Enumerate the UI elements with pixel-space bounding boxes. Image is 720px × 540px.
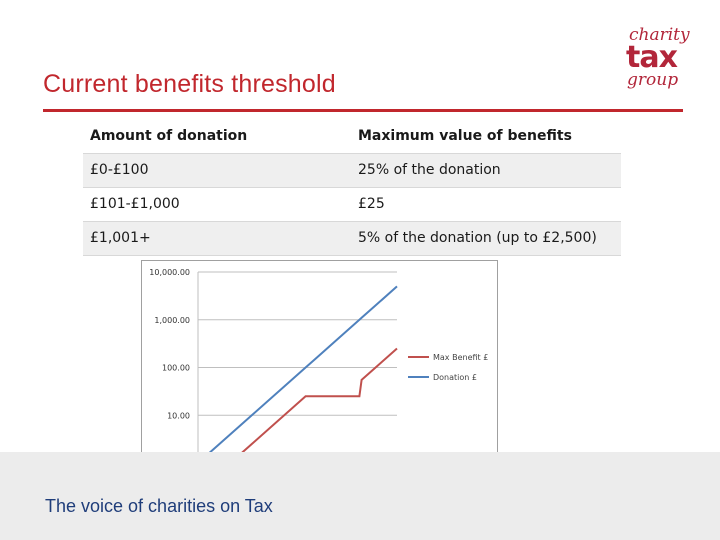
legend-label: Donation £ xyxy=(433,373,477,382)
benefits-table: Amount of donation Maximum value of bene… xyxy=(83,119,621,256)
footer-band xyxy=(0,452,720,540)
title-divider xyxy=(43,109,683,112)
logo-line-group: group xyxy=(627,70,679,90)
table-row: £0-£100 25% of the donation xyxy=(83,153,621,188)
table-cell-amount: £1,001+ xyxy=(83,221,351,256)
table-cell-amount: £0-£100 xyxy=(83,153,351,188)
table-cell-amount: £101-£1,000 xyxy=(83,187,351,222)
table-cell-benefit: 5% of the donation (up to £2,500) xyxy=(351,221,621,256)
slide-title: Current benefits threshold xyxy=(43,70,336,98)
series-line-donation xyxy=(197,285,398,464)
header-amount-of-donation: Amount of donation xyxy=(83,119,351,154)
table-cell-benefit: £25 xyxy=(351,187,621,222)
y-tick-label: 10,000.00 xyxy=(149,268,190,277)
series-line-max-benefit xyxy=(214,347,398,476)
table-cell-benefit: 25% of the donation xyxy=(351,153,621,188)
y-tick-label: 100.00 xyxy=(162,364,190,373)
charity-tax-group-logo: charity tax group xyxy=(626,25,690,90)
y-tick-label: 10.00 xyxy=(167,411,190,420)
header-maximum-value-of-benefits: Maximum value of benefits xyxy=(351,119,621,154)
logo-line-charity: charity xyxy=(629,25,690,45)
legend-label: Max Benefit £ xyxy=(433,353,488,362)
y-tick-label: 1,000.00 xyxy=(154,316,190,325)
table-row: £101-£1,000 £25 xyxy=(83,187,621,222)
table-header-row: Amount of donation Maximum value of bene… xyxy=(83,119,621,154)
footer-tagline: The voice of charities on Tax xyxy=(45,496,273,516)
table-row: £1,001+ 5% of the donation (up to £2,500… xyxy=(83,221,621,256)
logo-line-tax: tax xyxy=(626,40,678,75)
